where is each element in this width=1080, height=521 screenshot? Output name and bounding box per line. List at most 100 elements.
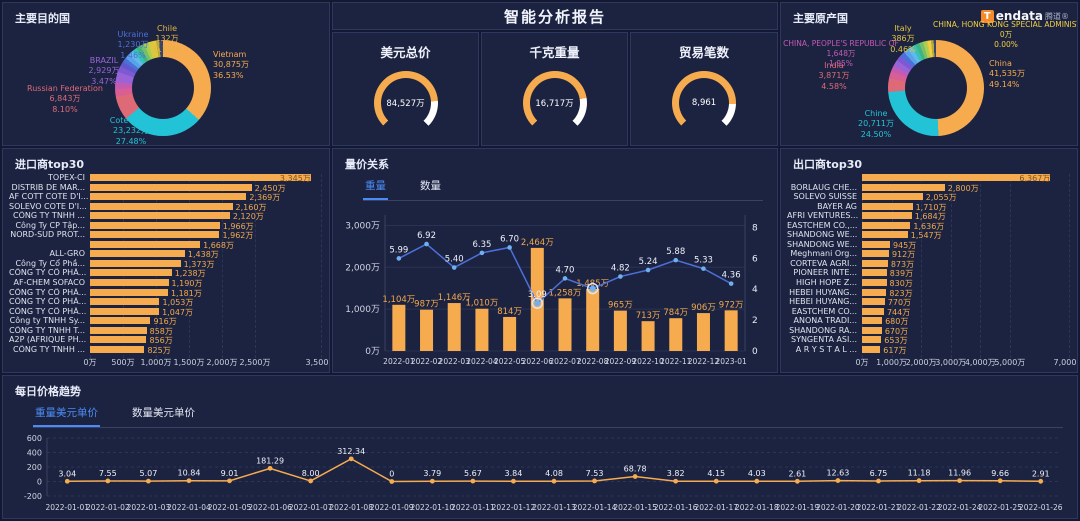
bar-row[interactable]: SOLEVO COTE D'I... 2,160万 bbox=[9, 202, 321, 212]
line-point[interactable] bbox=[267, 465, 273, 471]
line-point[interactable] bbox=[227, 478, 232, 484]
line-point[interactable] bbox=[479, 250, 485, 256]
line-point[interactable] bbox=[701, 266, 706, 271]
bar-fill[interactable] bbox=[862, 326, 882, 334]
usd-total-gauge[interactable]: 84,527万 bbox=[373, 71, 438, 135]
line-point[interactable] bbox=[876, 478, 881, 484]
bar-fill[interactable] bbox=[90, 317, 151, 325]
month-bar[interactable] bbox=[475, 308, 489, 351]
bar-row[interactable]: HEBEI HUYANG... 823万 bbox=[787, 288, 1069, 298]
bar-fill[interactable] bbox=[90, 298, 160, 306]
bar-row[interactable]: AF-CHEM SOFACO 1,190万 bbox=[9, 278, 321, 288]
bar-row[interactable]: CÔNG TY CỔ PHẦ... 1,047万 bbox=[9, 307, 321, 317]
line-point[interactable] bbox=[348, 456, 354, 462]
line-point[interactable] bbox=[470, 478, 476, 484]
bar-row[interactable]: BORLAUG CHE... 2,800万 bbox=[787, 183, 1069, 193]
line-point[interactable] bbox=[997, 478, 1003, 484]
line-point[interactable] bbox=[713, 478, 719, 484]
line-point[interactable] bbox=[186, 478, 192, 484]
line-point[interactable] bbox=[589, 285, 596, 292]
line-point[interactable] bbox=[534, 300, 541, 307]
bar-fill[interactable] bbox=[90, 240, 201, 248]
bar-row[interactable]: CÔNG TY CỔ PHẦ... 1,238万 bbox=[9, 268, 321, 278]
bar-fill[interactable] bbox=[862, 279, 887, 287]
bar-fill[interactable] bbox=[90, 269, 172, 277]
bar-fill[interactable] bbox=[862, 259, 888, 267]
bar-fill[interactable] bbox=[90, 345, 145, 353]
bar-row[interactable]: A2P (AFRIQUE PH... 856万 bbox=[9, 335, 321, 345]
line-point[interactable] bbox=[451, 265, 457, 270]
bar-row[interactable]: AF COTT COTE D'I... 2,369万 bbox=[9, 192, 321, 202]
bar-row[interactable]: HIGH HOPE Z... 830万 bbox=[787, 278, 1069, 288]
tab-quantity[interactable]: 数量 bbox=[420, 180, 441, 192]
line-point[interactable] bbox=[64, 478, 70, 484]
destination-donut-chart[interactable] bbox=[115, 40, 211, 136]
bar-row[interactable]: Công Ty CP Tập... 1,966万 bbox=[9, 221, 321, 231]
month-bar[interactable] bbox=[613, 310, 627, 351]
line-point[interactable] bbox=[618, 274, 623, 279]
line-point[interactable] bbox=[728, 281, 734, 286]
bar-fill[interactable] bbox=[862, 202, 913, 210]
month-bar[interactable] bbox=[586, 288, 600, 351]
line-point[interactable] bbox=[562, 276, 568, 281]
bar-fill[interactable] bbox=[862, 221, 911, 229]
bar-fill[interactable] bbox=[862, 240, 890, 248]
bar-row[interactable]: TOPEX-CI 3,345万 bbox=[9, 173, 322, 358]
bar-fill[interactable] bbox=[862, 269, 887, 277]
bar-row[interactable]: A R Y S T A L ... 617万 bbox=[787, 345, 1069, 355]
bar-fill[interactable] bbox=[862, 336, 882, 344]
bar-row[interactable]: CÔNG TY CỔ PHẦ... 1,181万 bbox=[9, 288, 321, 298]
kg-weight-gauge[interactable]: 16,717万 bbox=[522, 71, 587, 135]
bar-fill[interactable] bbox=[862, 307, 884, 315]
bar-fill[interactable] bbox=[90, 231, 220, 239]
bar-fill[interactable] bbox=[862, 288, 887, 296]
bar-fill[interactable] bbox=[90, 307, 160, 315]
line-point[interactable] bbox=[424, 241, 429, 247]
bar-row[interactable]: SHANDONG WE... 945万 bbox=[787, 240, 1069, 250]
bar-fill[interactable] bbox=[862, 317, 883, 325]
month-bar[interactable] bbox=[392, 304, 406, 351]
bar-fill[interactable] bbox=[862, 231, 908, 239]
bar-row[interactable]: Meghmani Org... 912万 bbox=[787, 249, 1069, 259]
line-point[interactable] bbox=[592, 478, 597, 484]
month-bar[interactable] bbox=[530, 247, 544, 351]
bar-fill[interactable] bbox=[862, 183, 945, 191]
line-point[interactable] bbox=[645, 267, 651, 273]
month-bar[interactable] bbox=[420, 309, 434, 351]
line-point[interactable] bbox=[1038, 478, 1044, 484]
bar-row[interactable]: HEBEI HUYANG... 770万 bbox=[787, 297, 1069, 307]
bar-row[interactable]: SHANDONG RA... 670万 bbox=[787, 326, 1069, 336]
tab-weight-usd-price[interactable]: 重量美元单价 bbox=[33, 401, 100, 427]
bar-fill[interactable] bbox=[90, 212, 230, 220]
month-bar[interactable] bbox=[669, 318, 683, 351]
bar-fill[interactable] bbox=[90, 288, 168, 296]
line-point[interactable] bbox=[916, 478, 922, 484]
bar-fill[interactable] bbox=[90, 279, 169, 287]
bar-row[interactable]: NORD-SUD PROT... 1,962万 bbox=[9, 230, 321, 240]
bar-row[interactable]: CÔNG TY TNHH ... 2,120万 bbox=[9, 211, 321, 221]
bar-row[interactable]: CÔNG TY CỔ PHẦ... 1,053万 bbox=[9, 297, 321, 307]
bar-row[interactable]: 6,367万 bbox=[787, 173, 1070, 358]
bar-row[interactable]: PIONEER INTE... 839万 bbox=[787, 268, 1069, 278]
price-quantity-combo-chart[interactable]: 0万 1,000万 2,000万 3,000万 0 2 4 6 8 1,104万 987万 1,146… bbox=[335, 203, 777, 372]
bar-row[interactable]: Công Ty Cổ Phầ... 1,373万 bbox=[9, 259, 321, 269]
bar-row[interactable]: Công ty TNHH Sy... 916万 bbox=[9, 316, 321, 326]
bar-row[interactable]: CÔNG TY TNHH T... 858万 bbox=[9, 326, 321, 336]
bar-fill[interactable] bbox=[90, 250, 185, 258]
bar-row[interactable]: AFRI VENTURES... 1,684万 bbox=[787, 211, 1069, 221]
bar-row[interactable]: ANONA TRADI... 680万 bbox=[787, 316, 1069, 326]
bar-row[interactable]: DISTRIB DE MAR... 2,450万 bbox=[9, 183, 321, 193]
bar-fill[interactable] bbox=[862, 298, 885, 306]
bar-fill[interactable] bbox=[862, 174, 1051, 181]
bar-fill[interactable] bbox=[862, 345, 881, 353]
month-bar[interactable] bbox=[641, 321, 655, 351]
line-point[interactable] bbox=[429, 478, 435, 484]
bar-row[interactable]: CÔNG TY TNHH ... 825万 bbox=[9, 345, 321, 355]
line-point[interactable] bbox=[673, 257, 679, 263]
bar-fill[interactable] bbox=[90, 202, 233, 210]
bar-fill[interactable] bbox=[90, 259, 181, 267]
bar-row[interactable]: BAYER AG 1,710万 bbox=[787, 202, 1069, 212]
line-point[interactable] bbox=[551, 478, 557, 484]
bar-fill[interactable] bbox=[90, 193, 247, 201]
bar-fill[interactable] bbox=[90, 174, 311, 181]
